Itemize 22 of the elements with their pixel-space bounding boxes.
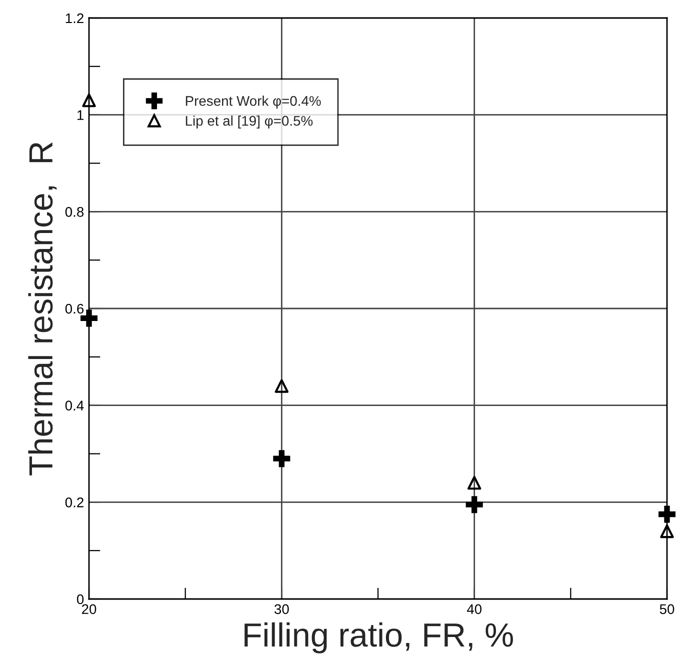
y-tick-label: 1.2 xyxy=(66,13,84,24)
x-tick-label: 40 xyxy=(466,604,482,614)
point xyxy=(660,524,674,538)
x-axis-title: Filling ratio, FR, % xyxy=(244,622,513,654)
y-tick-label: 0.2 xyxy=(65,498,84,508)
x-tick-label: 50 xyxy=(660,604,674,614)
y-tick-label: 0.6 xyxy=(65,304,84,314)
y-axis-title: Thermal resistance, R xyxy=(28,142,57,476)
legend-label: Lip et al [19] φ=0.5% xyxy=(186,116,313,129)
y-tick-label: 0 xyxy=(76,594,84,604)
y-tick-label: 0.8 xyxy=(65,207,84,217)
legend-label: Present Work φ=0.4% xyxy=(186,96,321,109)
y-tick-label: 1 xyxy=(77,110,84,120)
point xyxy=(82,93,96,108)
point xyxy=(658,506,676,523)
point xyxy=(466,496,483,514)
point xyxy=(273,450,290,468)
point xyxy=(467,476,482,490)
point xyxy=(274,379,289,393)
x-tick-label: 20 xyxy=(82,604,96,614)
x-tick-label: 30 xyxy=(274,604,289,614)
y-tick-label: 0.4 xyxy=(65,400,84,411)
